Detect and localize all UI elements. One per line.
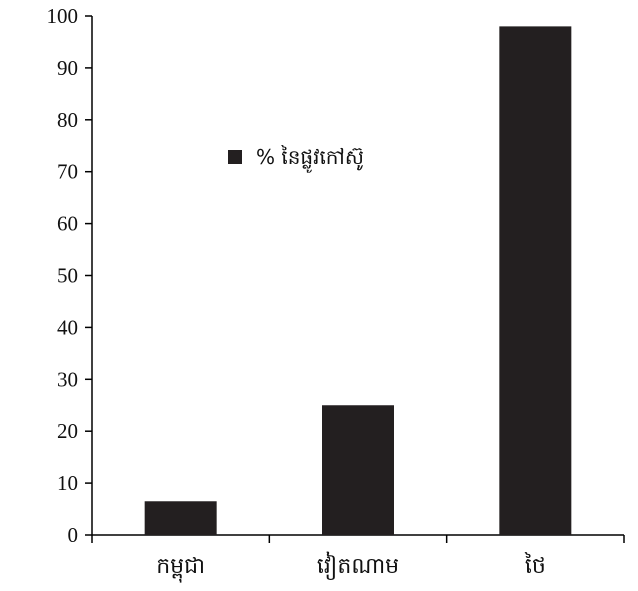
y-axis: 0 10 20 30 40 50 60 70 80 90 100 — [47, 4, 93, 547]
x-axis: កម្ពុជា វៀតណាម ថៃ — [91, 534, 625, 583]
legend-swatch — [228, 150, 242, 164]
x-category-label: ថៃ — [524, 552, 546, 579]
bar — [144, 501, 217, 535]
y-tick-label: 70 — [57, 160, 78, 184]
bars — [144, 26, 572, 535]
bar — [499, 26, 572, 535]
y-tick-label: 50 — [57, 264, 78, 288]
legend-label: % នៃផ្លូវកៅស៊ូ — [256, 144, 364, 173]
y-tick-label: 20 — [57, 419, 78, 443]
y-tick-label: 40 — [57, 315, 78, 339]
y-tick-label: 30 — [57, 367, 78, 391]
legend: % នៃផ្លូវកៅស៊ូ — [228, 144, 364, 173]
y-tick-label: 10 — [57, 471, 78, 495]
y-tick-label: 100 — [47, 4, 79, 28]
x-category-label: កម្ពុជា — [156, 554, 205, 583]
y-tick-label: 60 — [57, 212, 78, 236]
bar — [322, 405, 394, 535]
y-tick-label: 0 — [68, 523, 79, 547]
x-category-label: វៀតណាម — [317, 551, 399, 580]
y-tick-label: 80 — [57, 108, 78, 132]
y-tick-label: 90 — [57, 56, 78, 80]
